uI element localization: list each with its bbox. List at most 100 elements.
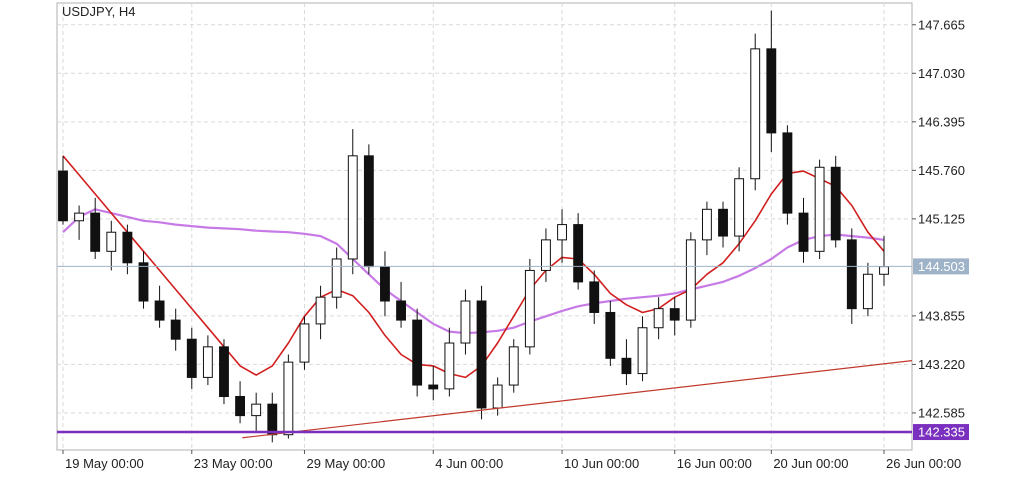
candle [605, 301, 616, 366]
candle [476, 285, 487, 420]
candle [315, 285, 326, 340]
candle-body-down [476, 300, 487, 409]
y-tick-label: 145.760 [918, 163, 965, 178]
candle [363, 144, 374, 275]
candle-body-down [830, 166, 841, 241]
candle [154, 285, 165, 328]
candle [798, 197, 809, 263]
candle [219, 339, 229, 405]
candle-body-up [508, 346, 519, 386]
candle-body-up [251, 403, 262, 417]
candle-body-down [186, 338, 197, 378]
candle [830, 155, 841, 248]
candle [235, 381, 246, 424]
candle-body-down [589, 281, 600, 313]
candle-body-down [122, 231, 133, 264]
candle-body-down [396, 300, 406, 321]
candle-body-down [412, 319, 423, 386]
candle-body-down [363, 155, 374, 268]
candle [589, 270, 600, 324]
y-tick-label: 143.220 [918, 357, 965, 372]
candle [396, 281, 406, 328]
candle-body-down [170, 319, 181, 340]
candle-body-down [669, 308, 680, 321]
candle-body-up [685, 239, 696, 321]
candle [782, 125, 793, 225]
moving-averages [62, 155, 885, 379]
candle [170, 308, 181, 351]
candle [58, 155, 68, 225]
x-tick-label: 29 May 00:00 [306, 456, 385, 471]
y-tick-label: 145.125 [918, 211, 965, 226]
candle-body-down [219, 346, 229, 398]
y-tick-label: 143.855 [918, 308, 965, 323]
candle-body-down [605, 311, 616, 359]
candle [718, 201, 728, 248]
candle [621, 339, 632, 386]
candle-body-up [331, 258, 342, 298]
candle [202, 335, 213, 386]
candle [251, 392, 262, 431]
candle [669, 297, 680, 336]
candle [573, 213, 584, 290]
candle [750, 33, 761, 191]
candle-body-down [798, 212, 809, 252]
candle [814, 159, 825, 259]
candle [106, 220, 117, 271]
candle-body-down [621, 357, 632, 375]
symbol-label: USDJPY, H4 [62, 4, 135, 19]
candle-body-down [235, 396, 246, 417]
x-tick-label: 26 Jun 00:00 [886, 456, 961, 471]
support-level-label: 142.335 [918, 425, 965, 440]
current-price-label: 144.503 [918, 259, 965, 274]
candle-body-down [782, 132, 793, 214]
candle [653, 297, 664, 340]
candle [412, 308, 423, 397]
y-axis: 147.665 147.030 146.395 145.760 145.125 143.8… [912, 17, 965, 420]
x-tick-label: 23 May 00:00 [194, 456, 273, 471]
x-tick-label: 4 Jun 00:00 [435, 456, 503, 471]
candle [541, 228, 551, 282]
y-tick-label: 147.030 [918, 66, 965, 81]
candle [90, 197, 101, 259]
x-tick-label: 10 Jun 00:00 [564, 456, 639, 471]
candle-body-up [299, 323, 310, 363]
y-tick-label: 142.585 [918, 405, 965, 420]
candle [862, 262, 873, 317]
candle [138, 251, 149, 309]
support-level-badge [913, 424, 969, 441]
candle-body-down [718, 208, 728, 237]
x-tick-label: 19 May 00:00 [65, 456, 144, 471]
candle-body-up [524, 269, 535, 348]
candle-body-down [428, 384, 439, 390]
candle-body-down [267, 403, 278, 436]
candle-body-up [653, 308, 664, 329]
candle-body-down [90, 212, 101, 252]
x-tick-label: 20 Jun 00:00 [773, 456, 848, 471]
candle [766, 10, 777, 152]
candle [637, 316, 648, 382]
candle-body-down [58, 170, 68, 222]
candle-body-up [862, 273, 873, 310]
candle-body-down [846, 239, 857, 310]
candle [846, 228, 857, 324]
candle [331, 247, 342, 309]
candle [347, 129, 358, 275]
candle-body-up [541, 239, 551, 271]
candle [685, 232, 696, 328]
candle [74, 205, 85, 240]
candle [299, 316, 310, 370]
candle-body-up [283, 361, 294, 436]
candle-body-up [879, 266, 889, 275]
candle [283, 354, 294, 439]
candle [460, 289, 471, 355]
candle-body-up [106, 231, 117, 252]
candle [508, 339, 519, 393]
candle [524, 258, 535, 355]
candles [58, 10, 889, 443]
candle-body-up [814, 166, 825, 252]
candle-body-down [154, 300, 165, 321]
candle-body-up [492, 384, 503, 409]
